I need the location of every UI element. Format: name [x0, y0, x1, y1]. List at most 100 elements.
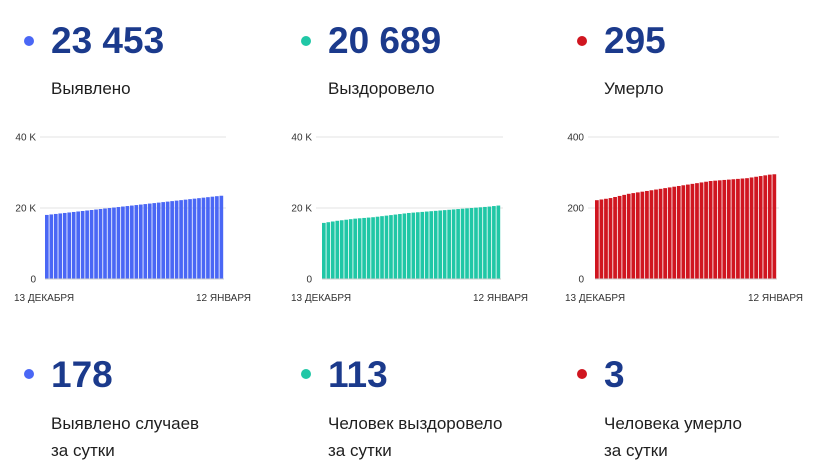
- bar: [631, 193, 636, 279]
- bar: [85, 210, 89, 279]
- bar: [174, 200, 179, 279]
- charts-area: 0 20 K 40 K 13 ДЕКАБРЯ 12 ЯНВАРЯ 0 20 K 40 K 13 …: [14, 133, 803, 305]
- bar: [170, 201, 174, 279]
- bar: [402, 213, 407, 279]
- bar: [460, 208, 465, 279]
- bar: [415, 212, 420, 279]
- y-tick-label: 400: [567, 133, 584, 144]
- bar: [438, 210, 443, 279]
- bar: [649, 190, 654, 279]
- died-total: 295: [604, 20, 666, 61]
- bar: [749, 177, 754, 279]
- daily-died-label-line1: Человека умерло: [604, 414, 742, 433]
- bar: [722, 179, 727, 279]
- bar: [53, 213, 58, 279]
- bar: [483, 206, 487, 279]
- bar: [380, 216, 384, 279]
- bar: [161, 202, 166, 279]
- bar: [635, 192, 640, 279]
- bar: [713, 180, 718, 279]
- bar: [676, 185, 681, 279]
- y-tick-label: 0: [306, 275, 312, 286]
- bar: [138, 204, 143, 279]
- bar: [76, 211, 80, 279]
- x-tick-label: 13 ДЕКАБРЯ: [565, 293, 625, 304]
- daily-recovered-value: 113: [328, 354, 388, 395]
- bar: [690, 183, 695, 279]
- bar: [45, 214, 49, 279]
- bar: [344, 219, 349, 279]
- bar: [366, 217, 371, 279]
- bar: [654, 189, 658, 279]
- x-tick-label: 13 ДЕКАБРЯ: [14, 293, 74, 304]
- bar: [717, 180, 722, 279]
- bar: [478, 207, 483, 279]
- recovered-total: 20 689: [328, 20, 442, 61]
- bar: [695, 183, 699, 279]
- bar: [71, 211, 76, 279]
- bar: [219, 195, 224, 279]
- bar: [686, 184, 690, 279]
- y-tick-label: 0: [30, 275, 36, 286]
- bar: [626, 193, 631, 279]
- bar: [487, 206, 492, 279]
- bar: [98, 209, 103, 279]
- bar: [740, 178, 745, 279]
- red-dot-icon: [577, 36, 587, 46]
- bar: [134, 205, 139, 279]
- bar: [433, 210, 438, 279]
- bar: [116, 207, 121, 279]
- bar: [62, 212, 67, 279]
- bar: [393, 214, 398, 279]
- bar: [375, 216, 380, 279]
- bar: [424, 211, 429, 279]
- bar: [335, 220, 340, 279]
- bar: [125, 206, 130, 279]
- detected-total: 23 453: [51, 20, 165, 61]
- y-tick-label: 20 K: [15, 204, 36, 215]
- bar: [389, 215, 393, 279]
- bar: [681, 185, 686, 279]
- bar: [622, 194, 627, 279]
- bar: [704, 181, 708, 279]
- bar: [456, 209, 460, 279]
- blue-dot-icon: [24, 36, 34, 46]
- bar: [645, 190, 649, 279]
- y-tick-label: 40 K: [15, 133, 36, 144]
- x-tick-label: 12 ЯНВАРЯ: [473, 293, 528, 304]
- bar: [165, 201, 170, 279]
- bar: [745, 178, 749, 279]
- bar: [442, 210, 447, 279]
- bar: [121, 206, 125, 279]
- daily-recovered-label-line1: Человек выздоровело: [328, 414, 503, 433]
- bar: [699, 182, 704, 279]
- bar: [595, 200, 599, 279]
- bar: [763, 175, 768, 279]
- bar: [215, 196, 219, 279]
- y-tick-label: 0: [578, 275, 584, 286]
- bar: [429, 211, 434, 279]
- bar: [731, 179, 736, 279]
- bar: [201, 197, 206, 279]
- bar: [496, 205, 501, 279]
- y-tick-label: 200: [567, 204, 584, 215]
- daily-detected-value: 178: [51, 354, 113, 395]
- daily-detected-label-line2: за сутки: [51, 441, 115, 460]
- bar: [667, 187, 672, 279]
- bar: [322, 222, 326, 279]
- bar: [183, 199, 188, 279]
- bar: [357, 218, 362, 279]
- bar: [206, 197, 210, 279]
- bar: [210, 196, 215, 279]
- bar: [147, 203, 152, 279]
- bar: [492, 206, 496, 279]
- bar: [362, 217, 366, 279]
- bar: [398, 214, 402, 279]
- bar: [604, 198, 608, 279]
- bar: [754, 176, 758, 279]
- teal-dot-icon: [301, 36, 311, 46]
- bar: [411, 212, 416, 279]
- bar: [94, 209, 98, 279]
- daily-died-label-line2: за сутки: [604, 441, 668, 460]
- bar: [192, 198, 197, 279]
